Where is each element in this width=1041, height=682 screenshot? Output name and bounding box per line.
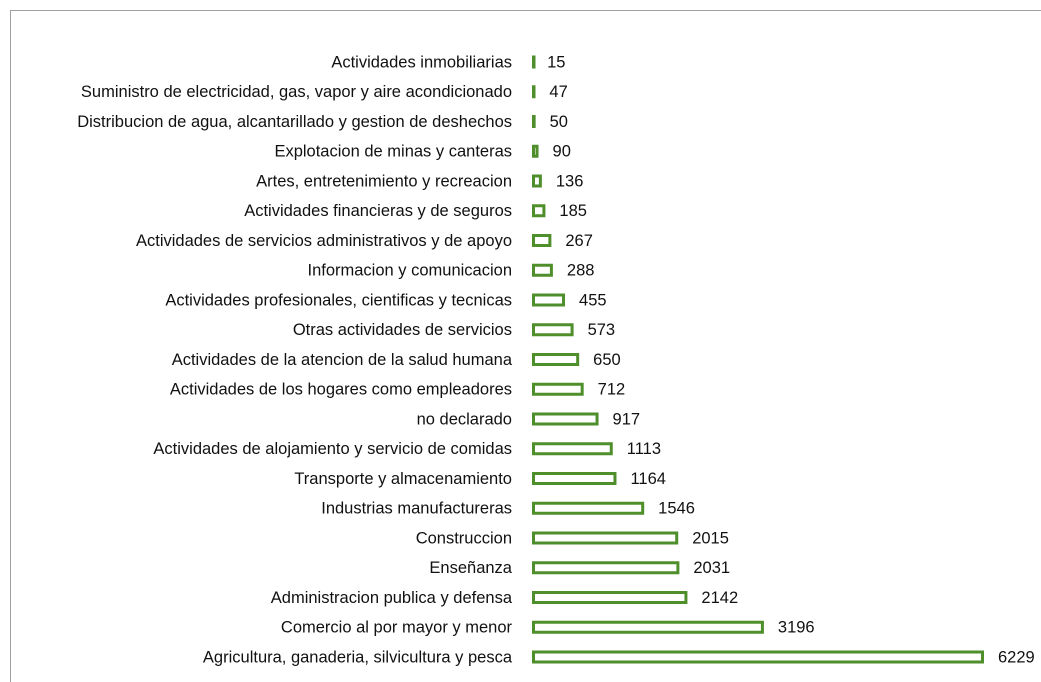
category-label: Distribucion de agua, alcantarillado y g… <box>77 113 512 131</box>
bar <box>532 234 552 247</box>
category-label: Administracion publica y defensa <box>271 589 513 607</box>
category-label: Industrias manufactureras <box>321 500 512 518</box>
bar <box>532 323 574 337</box>
bar <box>532 650 984 664</box>
value-label: 712 <box>598 381 626 399</box>
bar <box>532 531 679 545</box>
category-label: Actividades de servicios administrativos… <box>136 232 512 250</box>
bar <box>532 353 580 366</box>
bar <box>532 561 680 575</box>
value-label: 50 <box>550 113 568 131</box>
category-label: Agricultura, ganaderia, silvicultura y p… <box>203 648 513 666</box>
value-label: 1546 <box>658 500 695 518</box>
bar <box>532 472 617 485</box>
category-label: Comercio al por mayor y menor <box>281 619 513 637</box>
value-label: 90 <box>553 143 571 161</box>
bar <box>532 144 539 158</box>
bar <box>532 442 613 456</box>
frame <box>10 10 1041 682</box>
value-label: 573 <box>588 321 616 339</box>
category-label: Artes, entretenimiento y recreacion <box>256 172 512 190</box>
value-label: 1113 <box>627 440 661 458</box>
value-label: 3196 <box>778 619 815 637</box>
value-label: 6229 <box>998 648 1035 666</box>
bar <box>532 293 566 307</box>
value-label: 267 <box>565 232 593 250</box>
value-label: 288 <box>567 262 595 280</box>
bar <box>532 263 553 277</box>
category-label: Explotacion de minas y canteras <box>274 143 512 161</box>
bar <box>532 501 645 515</box>
category-label: Actividades de alojamiento y servicio de… <box>153 440 512 458</box>
value-label: 1164 <box>630 470 665 488</box>
value-label: 2031 <box>693 559 730 577</box>
value-label: 136 <box>556 172 584 190</box>
value-label: 2142 <box>701 589 738 607</box>
bar <box>532 115 536 128</box>
category-label: Actividades profesionales, cientificas y… <box>165 291 512 309</box>
value-label: 15 <box>547 53 565 71</box>
category-label: Actividades inmobiliarias <box>331 53 512 71</box>
bar <box>532 204 546 218</box>
value-label: 917 <box>613 410 641 428</box>
bar <box>532 55 536 69</box>
bar <box>532 382 584 396</box>
value-label: 185 <box>559 202 587 220</box>
bar <box>532 412 599 426</box>
bar <box>532 620 764 634</box>
bar <box>532 174 542 188</box>
category-label: Suministro de electricidad, gas, vapor y… <box>81 83 512 101</box>
category-label: Enseñanza <box>429 559 512 577</box>
category-label: Actividades de los hogares como empleado… <box>170 381 512 399</box>
category-label: no declarado <box>417 410 512 428</box>
category-label: Actividades financieras y de seguros <box>244 202 512 220</box>
category-label: Actividades de la atencion de la salud h… <box>172 351 513 369</box>
bar <box>532 85 536 99</box>
value-label: 47 <box>549 83 567 101</box>
value-label: 2015 <box>692 529 729 547</box>
category-label: Transporte y almacenamiento <box>294 470 512 488</box>
value-label: 455 <box>579 291 607 309</box>
category-label: Informacion y comunicacion <box>307 262 512 280</box>
category-label: Otras actividades de servicios <box>293 321 512 339</box>
category-label: Construccion <box>416 529 512 547</box>
value-label: 650 <box>593 351 621 369</box>
bar <box>532 591 688 604</box>
